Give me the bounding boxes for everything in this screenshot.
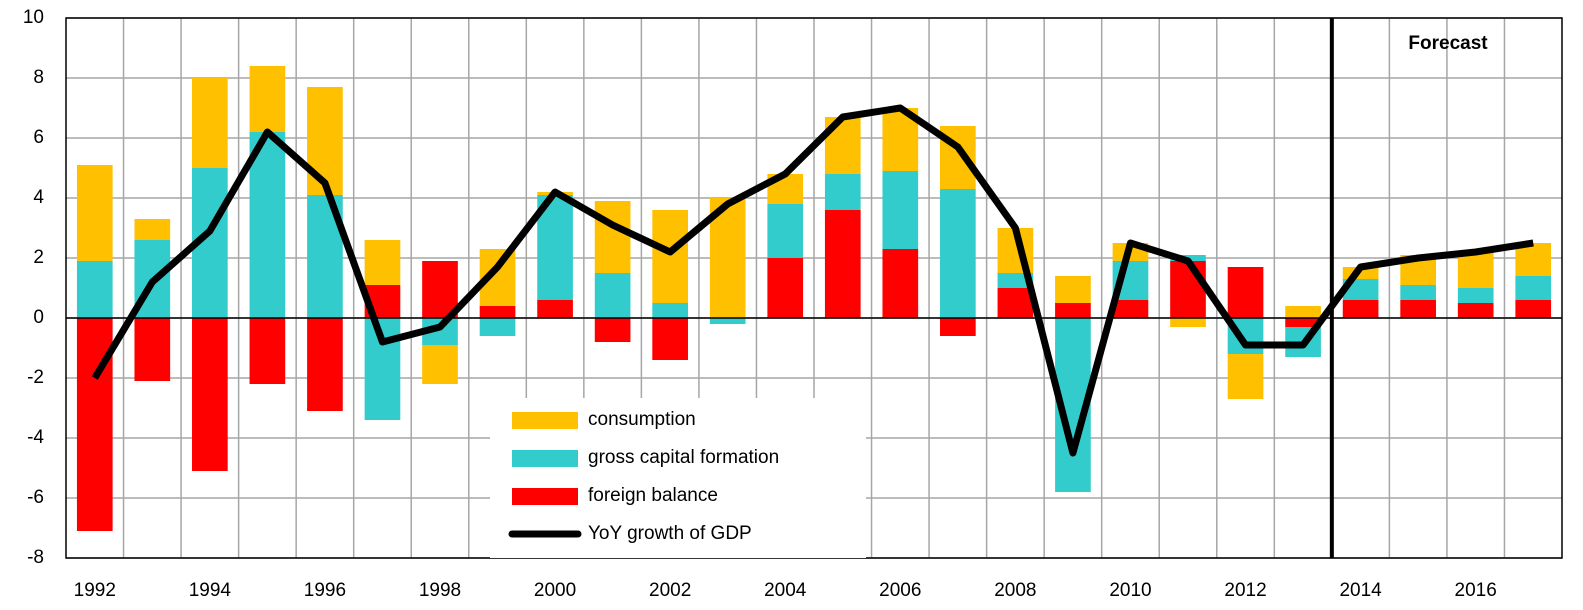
legend-swatch: [512, 412, 578, 429]
bar: [1457, 303, 1494, 318]
bar: [307, 318, 343, 411]
x-tick-label: 2002: [649, 580, 691, 601]
bar: [940, 318, 976, 336]
x-tick-label: 2006: [879, 580, 921, 601]
bar: [1227, 267, 1264, 318]
bar: [1515, 276, 1552, 300]
bar: [1400, 300, 1436, 318]
bar: [422, 345, 458, 384]
x-tick-label: 1996: [304, 580, 346, 601]
x-tick-label: 2014: [1339, 580, 1382, 601]
bar: [1055, 276, 1091, 303]
legend-label: gross capital formation: [588, 447, 779, 468]
bar: [709, 318, 746, 324]
x-tick-label: 2004: [764, 580, 807, 601]
bar: [1112, 300, 1149, 318]
bar: [479, 306, 516, 318]
y-tick-label: -8: [27, 547, 44, 568]
line-series: [91, 104, 1534, 457]
x-tick-label: 2012: [1224, 580, 1266, 601]
legend-label: foreign balance: [588, 485, 718, 506]
bar: [76, 261, 113, 318]
bar: [1457, 288, 1494, 303]
bar: [249, 318, 286, 384]
bar: [1170, 318, 1206, 327]
bar: [882, 249, 919, 318]
annotation: Forecast: [1408, 33, 1488, 54]
bar: [1342, 300, 1379, 318]
x-tick-label: 1992: [74, 580, 116, 601]
bar: [594, 273, 631, 318]
bar: [940, 189, 976, 318]
bar: [594, 201, 631, 273]
x-tick-label: 1998: [419, 580, 461, 601]
bar: [479, 318, 516, 336]
bar: [422, 261, 458, 318]
bar: [1285, 318, 1321, 327]
bar: [767, 204, 804, 258]
y-tick-label: 6: [33, 127, 44, 148]
y-tick-label: 0: [33, 307, 44, 328]
y-tick-label: 8: [33, 67, 44, 88]
bar: [767, 258, 804, 318]
legend-label: consumption: [588, 409, 696, 430]
legend-swatch: [512, 488, 578, 505]
y-tick-label: -2: [27, 367, 44, 388]
bar: [1170, 261, 1206, 318]
x-tick-label: 2010: [1109, 580, 1151, 601]
y-tick-label: 10: [23, 7, 44, 28]
bar: [1457, 252, 1494, 288]
bar: [1055, 303, 1091, 318]
bar: [594, 318, 631, 342]
y-tick-label: 2: [33, 247, 44, 268]
bar: [249, 132, 286, 318]
bar: [134, 219, 171, 240]
bar: [1515, 300, 1552, 318]
legend-label: YoY growth of GDP: [588, 523, 752, 544]
y-tick-label: -6: [27, 487, 44, 508]
bar: [364, 240, 401, 285]
y-tick-label: -4: [27, 427, 44, 448]
x-tick-label: 1994: [189, 580, 232, 601]
bar: [1285, 306, 1321, 318]
bar: [1515, 243, 1552, 276]
bar: [192, 78, 228, 168]
bar: [134, 318, 171, 381]
bar: [249, 66, 286, 132]
bar: [192, 318, 228, 471]
bar: [76, 318, 113, 531]
legend-swatch: [512, 450, 578, 467]
x-tick-label: 2000: [534, 580, 576, 601]
bar: [76, 165, 113, 261]
bar: [997, 288, 1034, 318]
x-tick-label: 2016: [1455, 580, 1497, 601]
bar: [1400, 285, 1436, 300]
bar: [824, 210, 861, 318]
bar: [824, 174, 861, 210]
bar: [1227, 354, 1264, 399]
bar: [537, 300, 573, 318]
bar: [652, 303, 688, 318]
y-tick-label: 4: [33, 187, 44, 208]
bar: [652, 318, 688, 360]
bar: [652, 210, 688, 303]
x-tick-label: 2008: [994, 580, 1036, 601]
bar: [882, 171, 919, 249]
